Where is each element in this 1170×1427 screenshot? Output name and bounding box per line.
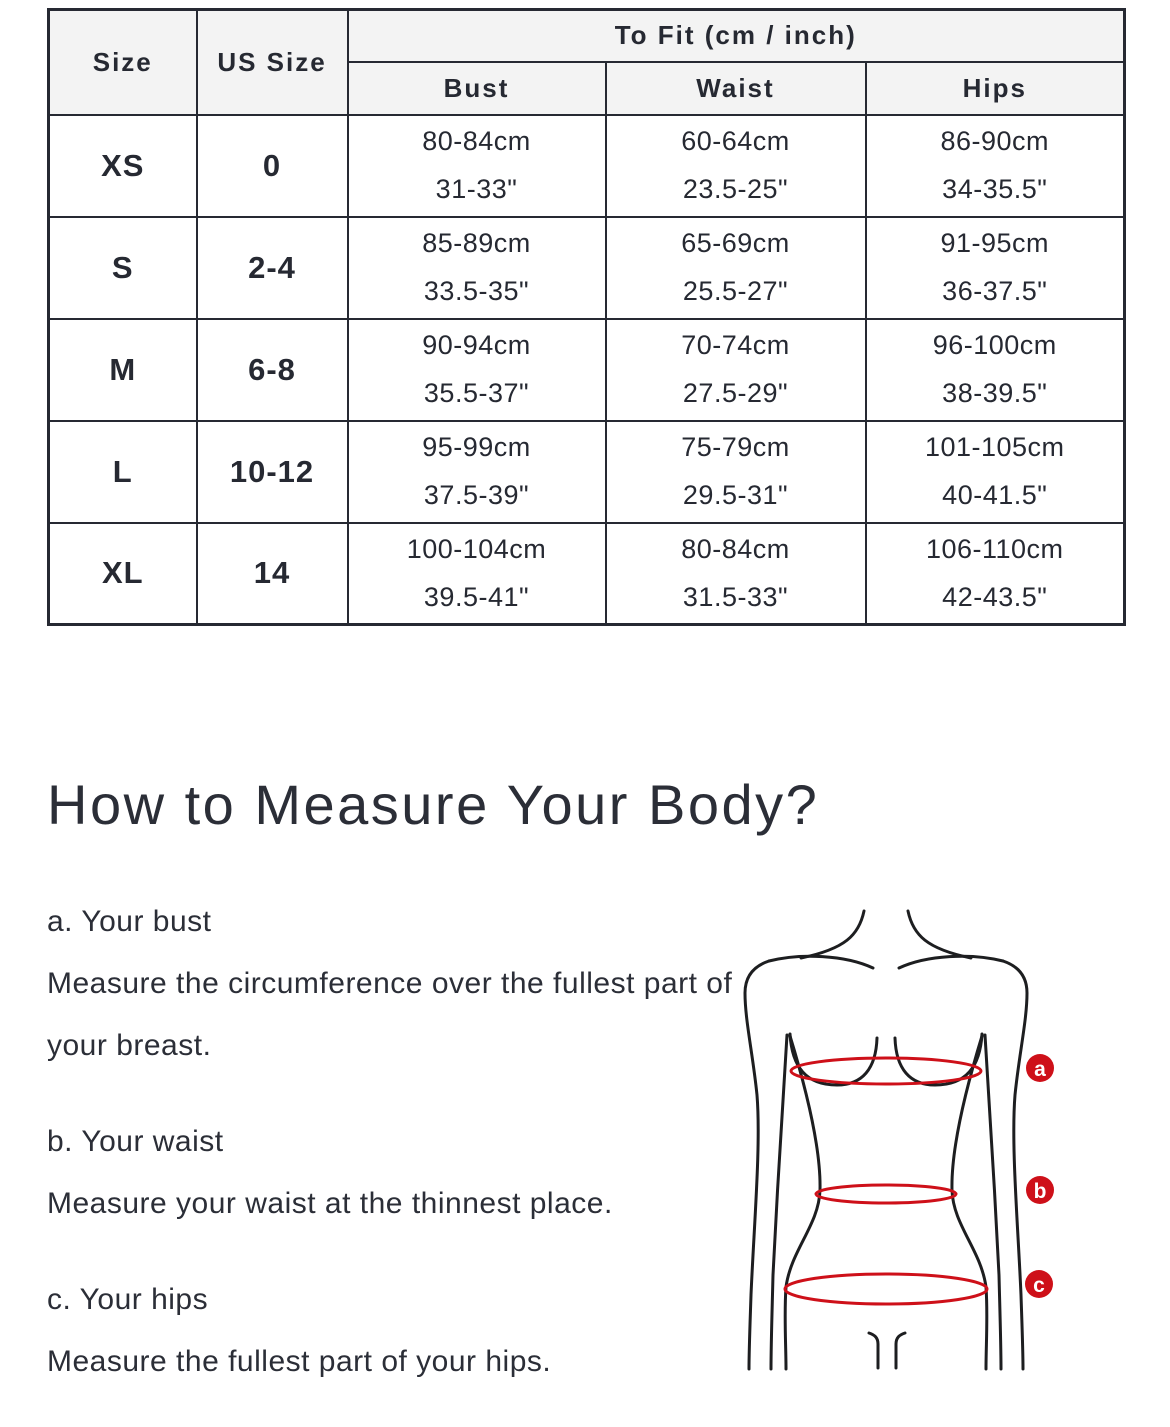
bust-in: 35.5-37"	[423, 378, 530, 408]
size-row-s: S 2-4 85-89cm 33.5-35" 65-69cm 25.5-27" …	[47, 215, 1126, 320]
waist-cm: 65-69cm	[681, 228, 790, 258]
measure-heading: How to Measure Your Body?	[47, 773, 820, 836]
measure-item-hips: c. Your hips Measure the fullest part of…	[47, 1269, 733, 1393]
measure-instructions: a. Your bust Measure the circumference o…	[47, 891, 733, 1427]
bust-in: 37.5-39"	[423, 480, 530, 510]
cell-bust: 85-89cm 33.5-35"	[346, 215, 607, 320]
cell-size: S	[47, 215, 198, 320]
cell-waist: 60-64cm 23.5-25"	[604, 113, 867, 218]
bust-measure-line	[789, 1056, 983, 1086]
hips-cm: 91-95cm	[940, 228, 1050, 258]
measure-body: a. Your bust Measure the circumference o…	[47, 891, 1123, 1427]
cell-bust: 80-84cm 31-33"	[346, 113, 607, 218]
cell-hips: 91-95cm 36-37.5"	[864, 215, 1126, 320]
cell-size: M	[47, 317, 198, 422]
cell-waist: 65-69cm 25.5-27"	[604, 215, 867, 320]
hips-cm: 106-110cm	[925, 533, 1064, 564]
header-row-sub: Bust Waist Hips	[49, 60, 1126, 116]
hips-in: 38-39.5"	[942, 378, 1048, 408]
svg-text:b: b	[1034, 1180, 1047, 1203]
size-chart-table: Size US Size To Fit (cm / inch) Bust Wai…	[47, 8, 1127, 626]
measure-label-waist: b. Your waist	[47, 1125, 224, 1158]
cell-us-size: 2-4	[195, 215, 349, 320]
measure-item-waist: b. Your waist Measure your waist at the …	[47, 1111, 733, 1235]
waist-in: 23.5-25"	[682, 174, 789, 204]
measure-desc-waist: Measure your waist at the thinnest place…	[47, 1187, 613, 1220]
header-to-fit: To Fit (cm / inch)	[346, 8, 1126, 63]
size-row-l: L 10-12 95-99cm 37.5-39" 75-79cm 29.5-31…	[47, 419, 1126, 524]
header-row-top: Size US Size To Fit (cm / inch)	[47, 8, 1126, 116]
cell-us-size: 0	[195, 113, 349, 218]
measure-desc-bust: Measure the circumference over the fulle…	[47, 967, 733, 1062]
cell-bust: 90-94cm 35.5-37"	[346, 317, 607, 422]
cell-waist: 80-84cm 31.5-33"	[604, 521, 867, 626]
size-row-xs: XS 0 80-84cm 31-33" 60-64cm 23.5-25" 86-…	[47, 113, 1126, 218]
hips-measure-line	[783, 1272, 989, 1306]
hips-in: 40-41.5"	[942, 480, 1048, 510]
header-bust: Bust	[346, 60, 607, 116]
hips-cm: 96-100cm	[932, 330, 1057, 360]
measure-item-bust: a. Your bust Measure the circumference o…	[47, 891, 733, 1077]
waist-cm: 75-79cm	[681, 432, 790, 462]
waist-cm: 70-74cm	[681, 330, 790, 360]
cell-size: XS	[47, 113, 198, 218]
bust-cm: 80-84cm	[422, 126, 531, 156]
badge-b: b	[1026, 1176, 1054, 1204]
measure-label-bust: a. Your bust	[47, 905, 212, 938]
hips-in: 36-37.5"	[942, 276, 1048, 306]
cell-hips: 106-110cm 42-43.5"	[864, 521, 1126, 626]
size-row-m: M 6-8 90-94cm 35.5-37" 70-74cm 27.5-29" …	[47, 317, 1126, 422]
body-diagram: a b c	[733, 891, 1123, 1392]
badge-c: c	[1025, 1270, 1053, 1298]
bust-cm: 100-104cm	[406, 533, 547, 564]
bust-in: 31-33"	[435, 174, 518, 204]
cell-hips: 86-90cm 34-35.5"	[864, 113, 1126, 218]
cell-waist: 70-74cm 27.5-29"	[604, 317, 867, 422]
header-us-size: US Size	[195, 8, 349, 116]
cell-us-size: 6-8	[195, 317, 349, 422]
waist-in: 25.5-27"	[682, 276, 789, 306]
svg-text:c: c	[1033, 1274, 1045, 1297]
measure-desc-hips: Measure the fullest part of your hips.	[47, 1345, 552, 1378]
measure-label-hips: c. Your hips	[47, 1283, 209, 1316]
waist-cm: 80-84cm	[681, 533, 790, 564]
bust-in: 33.5-35"	[423, 276, 530, 306]
cell-bust: 95-99cm 37.5-39"	[346, 419, 607, 524]
hips-cm: 101-105cm	[924, 432, 1065, 462]
hips-in: 42-43.5"	[942, 581, 1048, 612]
cell-hips: 101-105cm 40-41.5"	[864, 419, 1126, 524]
waist-in: 29.5-31"	[682, 480, 789, 510]
hips-cm: 86-90cm	[940, 126, 1050, 156]
figure-outline-icon	[743, 909, 1029, 1371]
waist-in: 27.5-29"	[682, 378, 789, 408]
waist-measure-line	[814, 1183, 958, 1205]
cell-us-size: 14	[195, 521, 349, 626]
cell-bust: 100-104cm 39.5-41"	[346, 521, 607, 626]
header-waist: Waist	[604, 60, 867, 116]
cell-size: XL	[47, 521, 198, 626]
cell-size: L	[47, 419, 198, 524]
body-diagram-svg: a b c	[743, 909, 1054, 1371]
bust-in: 39.5-41"	[423, 581, 530, 612]
waist-in: 31.5-33"	[682, 581, 789, 612]
cell-us-size: 10-12	[195, 419, 349, 524]
badge-a: a	[1026, 1054, 1054, 1082]
hips-in: 34-35.5"	[942, 174, 1048, 204]
header-hips: Hips	[864, 60, 1126, 116]
header-size: Size	[47, 8, 198, 116]
waist-cm: 60-64cm	[681, 126, 790, 156]
size-row-xl: XL 14 100-104cm 39.5-41" 80-84cm 31.5-33…	[47, 521, 1126, 626]
bust-cm: 95-99cm	[422, 432, 531, 462]
cell-hips: 96-100cm 38-39.5"	[864, 317, 1126, 422]
bust-cm: 85-89cm	[422, 228, 531, 258]
bust-cm: 90-94cm	[422, 330, 531, 360]
cell-waist: 75-79cm 29.5-31"	[604, 419, 867, 524]
svg-text:a: a	[1034, 1058, 1046, 1081]
